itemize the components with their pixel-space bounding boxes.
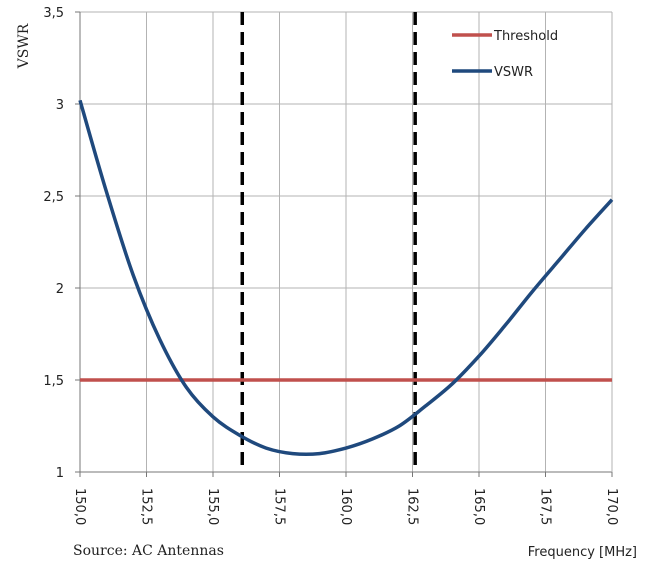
y-tick-label: 1,5 (43, 374, 64, 389)
series-lines (78, 99, 614, 457)
legend: Threshold VSWR (452, 29, 558, 80)
source-caption: Source: AC Antennas (73, 543, 224, 559)
x-axis-label: Frequency [MHz] (527, 545, 637, 560)
y-tick-label: 2 (56, 282, 64, 297)
y-axis-label: VSWR (16, 23, 32, 69)
series-line-vswr (78, 99, 614, 457)
y-tick-label: 3,5 (43, 6, 64, 21)
x-tick-label: 170,0 (604, 488, 619, 525)
axes (75, 11, 613, 477)
x-tick-label: 167,5 (538, 488, 553, 525)
legend-label-vswr: VSWR (494, 65, 533, 80)
y-tick-label: 3 (56, 98, 64, 113)
x-tick-label: 152,5 (139, 488, 154, 525)
vertical-markers (240, 12, 417, 472)
legend-label-threshold: Threshold (493, 29, 558, 44)
x-tick-label: 165,0 (471, 488, 486, 525)
tick-labels: 150,0 152,5 155,0 157,5 160,0 162,5 165,0 167,5… (43, 6, 619, 525)
x-tick-label: 162,5 (405, 488, 420, 525)
x-tick-label: 150,0 (72, 488, 87, 525)
x-tick-label: 160,0 (338, 488, 353, 525)
y-tick-label: 1 (56, 466, 64, 481)
x-tick-label: 155,0 (205, 488, 220, 525)
x-tick-label: 157,5 (272, 488, 287, 525)
y-tick-label: 2,5 (43, 190, 64, 205)
